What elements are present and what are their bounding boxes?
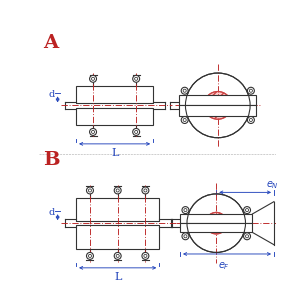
- Circle shape: [246, 208, 249, 212]
- Circle shape: [182, 233, 189, 240]
- Text: A: A: [43, 34, 58, 52]
- Circle shape: [182, 207, 189, 214]
- Circle shape: [135, 130, 138, 134]
- Circle shape: [183, 89, 186, 92]
- Text: B: B: [43, 151, 60, 169]
- Circle shape: [204, 91, 232, 119]
- Bar: [180, 223, 252, 232]
- Circle shape: [114, 187, 121, 194]
- Text: $e_N$: $e_N$: [266, 179, 279, 191]
- Circle shape: [184, 208, 187, 212]
- Circle shape: [249, 89, 252, 92]
- Bar: [180, 214, 252, 223]
- Circle shape: [87, 252, 93, 259]
- Circle shape: [88, 189, 91, 192]
- Circle shape: [247, 87, 255, 94]
- Circle shape: [144, 255, 147, 258]
- Text: L: L: [114, 272, 121, 282]
- Bar: [76, 108, 153, 125]
- Circle shape: [116, 255, 119, 258]
- Text: d: d: [48, 90, 55, 99]
- Text: $e_F$: $e_F$: [218, 260, 230, 272]
- Circle shape: [144, 189, 147, 192]
- Text: L: L: [111, 149, 118, 158]
- Bar: [179, 105, 256, 116]
- Circle shape: [183, 119, 186, 122]
- Circle shape: [181, 87, 188, 94]
- Circle shape: [181, 117, 188, 123]
- Circle shape: [91, 77, 95, 80]
- Circle shape: [187, 194, 246, 252]
- Circle shape: [184, 235, 187, 238]
- Circle shape: [133, 75, 140, 82]
- Circle shape: [247, 117, 255, 123]
- Bar: [76, 86, 153, 103]
- Circle shape: [185, 73, 250, 138]
- Circle shape: [246, 235, 249, 238]
- Text: d: d: [48, 208, 55, 217]
- Circle shape: [114, 252, 121, 259]
- Circle shape: [91, 130, 95, 134]
- Circle shape: [133, 128, 140, 135]
- Circle shape: [116, 189, 119, 192]
- Circle shape: [88, 255, 91, 258]
- Circle shape: [142, 187, 149, 194]
- Circle shape: [90, 75, 96, 82]
- Circle shape: [90, 128, 96, 135]
- Bar: [76, 198, 159, 221]
- Circle shape: [249, 119, 252, 122]
- Circle shape: [142, 252, 149, 259]
- Circle shape: [135, 77, 138, 80]
- Circle shape: [87, 187, 93, 194]
- Circle shape: [243, 207, 251, 214]
- Circle shape: [243, 233, 251, 240]
- Bar: [76, 225, 159, 249]
- Circle shape: [205, 212, 227, 234]
- Bar: [179, 95, 256, 105]
